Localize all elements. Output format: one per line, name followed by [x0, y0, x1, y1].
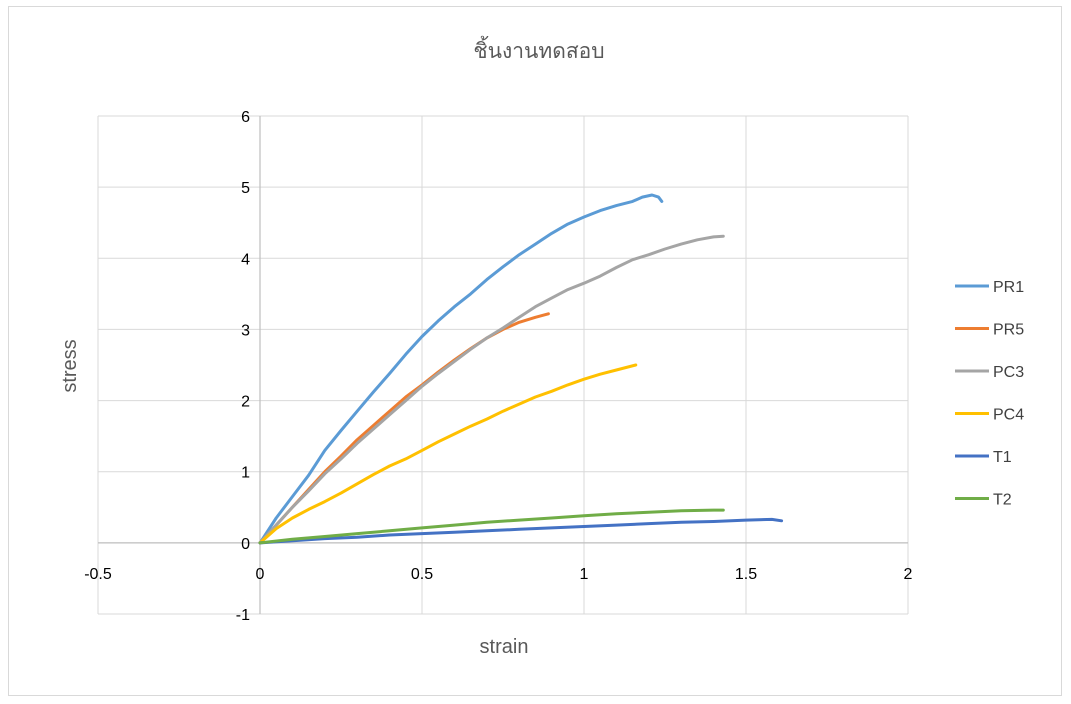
y-tick-label: -1 — [236, 607, 250, 624]
series-line-pr5 — [258, 312, 550, 545]
chart-title: ชิ้นงานทดสอบ — [473, 36, 604, 63]
x-tick-label: 0.5 — [411, 566, 433, 583]
series-line-pc3 — [258, 234, 725, 545]
y-axis-title: stress — [59, 339, 81, 392]
y-tick-label: 0 — [241, 536, 250, 553]
legend-label-t2: T2 — [993, 492, 1012, 509]
legend-label-pc4: PC4 — [993, 407, 1024, 424]
series-line-t1 — [258, 517, 784, 545]
chart-frame — [8, 6, 1062, 696]
x-tick-label: 1.5 — [735, 566, 757, 583]
tick-labels: -0.5 0 0.5 1 1.5 2 -1 0 1 2 3 4 5 6 — [84, 109, 912, 624]
legend-label-pc3: PC3 — [993, 364, 1024, 381]
y-tick-label: 5 — [241, 180, 250, 197]
plot-area — [258, 193, 784, 545]
axes — [98, 116, 908, 614]
legend-label-pr5: PR5 — [993, 322, 1024, 339]
series-line-pr1 — [258, 193, 664, 545]
x-tick-label: 1 — [580, 566, 589, 583]
y-tick-label: 4 — [241, 251, 250, 268]
series-line-pc4 — [258, 363, 638, 545]
legend-label-pr1: PR1 — [993, 279, 1024, 296]
x-tick-label: 0 — [256, 566, 265, 583]
y-tick-label: 3 — [241, 322, 250, 339]
x-tick-label: 2 — [904, 566, 913, 583]
legend-label-t1: T1 — [993, 449, 1012, 466]
y-tick-label: 1 — [241, 465, 250, 482]
series-line-t2 — [258, 508, 725, 545]
y-tick-label: 6 — [241, 109, 250, 126]
x-tick-label: -0.5 — [84, 566, 112, 583]
gridlines — [97, 115, 909, 615]
x-axis-title: strain — [480, 636, 529, 658]
y-tick-label: 2 — [241, 394, 250, 411]
legend: PR1 PR5 PC3 PC4 T1 T2 — [955, 279, 1024, 509]
